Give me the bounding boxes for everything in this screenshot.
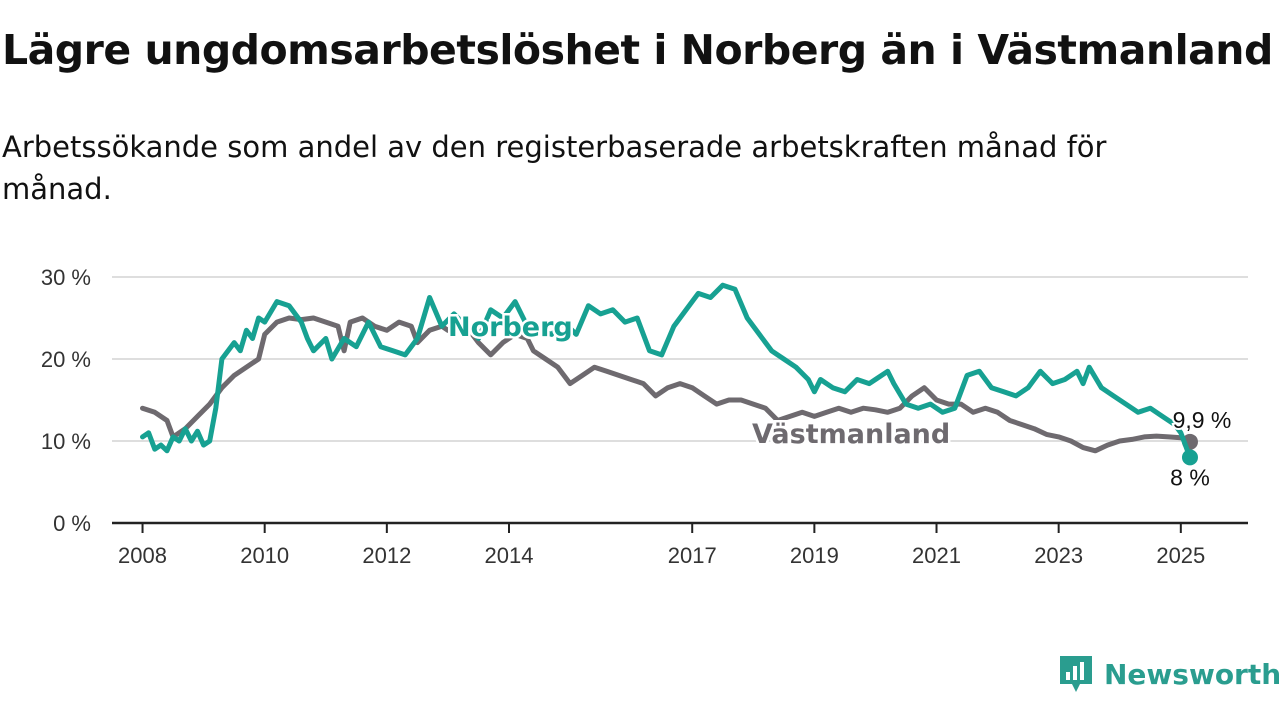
series-lines [140, 282, 1198, 466]
x-tick-label: 2014 [485, 543, 534, 568]
y-axis-ticks: 0 % 10 % 20 % 30 % [41, 265, 91, 536]
series-labels: Norberg Västmanland 9,9 % 8 % [446, 310, 1234, 493]
y-tick-label: 30 % [41, 265, 91, 290]
x-tick-label: 2019 [790, 543, 839, 568]
x-tick-label: 2017 [668, 543, 717, 568]
y-tick-label: 20 % [41, 347, 91, 372]
series-line-norberg [140, 282, 1193, 460]
x-tick-label: 2023 [1034, 543, 1083, 568]
x-tick-label: 2008 [118, 543, 167, 568]
x-tick-label: 2010 [240, 543, 289, 568]
y-tick-label: 10 % [41, 429, 91, 454]
end-label-norberg: 8 % [1170, 464, 1210, 490]
x-tick-label: 2012 [362, 543, 411, 568]
newsworthy-logo-icon [1060, 656, 1092, 692]
end-label-vastmanland: 9,9 % [1173, 407, 1232, 433]
newsworthy-logo[interactable]: Newsworthy [1058, 654, 1280, 694]
end-point-marker [1181, 449, 1198, 466]
brand-name: Newsworthy [1104, 657, 1280, 691]
chart-subtitle: Arbetssökande som andel av den registerb… [2, 130, 1107, 206]
series-label-vastmanland: Västmanland [752, 419, 950, 450]
x-tick-label: 2025 [1156, 543, 1205, 568]
series-label-norberg: Norberg [448, 312, 573, 343]
y-tick-label: 0 % [53, 511, 91, 536]
series-line-vstmanland [140, 315, 1193, 454]
chart-title: Lägre ungdomsarbetslöshet i Norberg än i… [2, 26, 1273, 74]
x-tick-label: 2021 [912, 543, 961, 568]
x-axis-ticks: 2008 2010 2012 2014 2017 2019 2021 2023 2025 [118, 523, 1205, 568]
